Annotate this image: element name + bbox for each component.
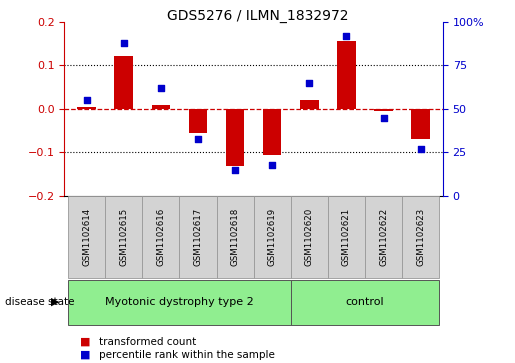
Text: GSM1102618: GSM1102618: [231, 208, 239, 266]
Text: Myotonic dystrophy type 2: Myotonic dystrophy type 2: [105, 297, 254, 307]
Bar: [374, 109, 393, 111]
Bar: [328, 196, 365, 278]
Bar: [291, 196, 328, 278]
Bar: [188, 109, 207, 133]
Point: [82, 97, 91, 103]
Text: ■: ■: [80, 350, 90, 360]
Bar: [365, 196, 402, 278]
Point: [157, 85, 165, 91]
Point: [119, 40, 128, 46]
Text: GSM1102616: GSM1102616: [157, 208, 165, 266]
Bar: [179, 196, 216, 278]
Bar: [77, 107, 96, 109]
Bar: [68, 280, 291, 325]
Text: GSM1102620: GSM1102620: [305, 208, 314, 266]
Text: disease state: disease state: [5, 297, 75, 307]
Bar: [68, 196, 105, 278]
Text: ▶: ▶: [50, 297, 59, 307]
Point: [231, 167, 239, 173]
Bar: [216, 196, 253, 278]
Bar: [263, 109, 282, 155]
Point: [268, 162, 277, 168]
Bar: [300, 100, 319, 109]
Bar: [151, 105, 170, 109]
Point: [342, 33, 351, 38]
Text: GDS5276 / ILMN_1832972: GDS5276 / ILMN_1832972: [167, 9, 348, 23]
Bar: [105, 196, 142, 278]
Text: GSM1102622: GSM1102622: [379, 208, 388, 266]
Text: GSM1102619: GSM1102619: [268, 208, 277, 266]
Point: [417, 146, 425, 152]
Bar: [226, 109, 244, 166]
Point: [194, 136, 202, 142]
Point: [380, 115, 388, 121]
Text: GSM1102617: GSM1102617: [194, 208, 202, 266]
Bar: [253, 196, 291, 278]
Bar: [142, 196, 179, 278]
Bar: [114, 56, 133, 109]
Text: GSM1102614: GSM1102614: [82, 208, 91, 266]
Text: percentile rank within the sample: percentile rank within the sample: [99, 350, 276, 360]
Bar: [337, 41, 356, 109]
Bar: [402, 196, 439, 278]
Point: [305, 80, 314, 86]
Text: GSM1102621: GSM1102621: [342, 208, 351, 266]
Bar: [411, 109, 430, 139]
Text: transformed count: transformed count: [99, 337, 197, 347]
Text: ■: ■: [80, 337, 90, 347]
Bar: [291, 280, 439, 325]
Text: GSM1102623: GSM1102623: [416, 208, 425, 266]
Text: GSM1102615: GSM1102615: [119, 208, 128, 266]
Text: control: control: [346, 297, 384, 307]
